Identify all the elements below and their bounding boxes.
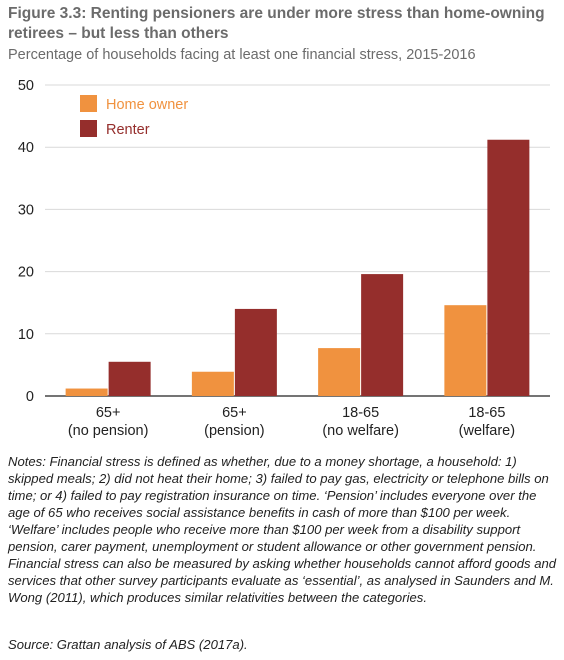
legend-swatch <box>80 120 97 137</box>
x-tick-label: 18-65 <box>468 405 505 421</box>
chart-notes: Notes: Financial stress is defined as wh… <box>8 454 557 605</box>
y-tick-label: 0 <box>26 389 34 405</box>
bar-home-owner <box>318 348 361 396</box>
x-tick-label: 65+ <box>222 405 247 421</box>
chart-source: Source: Grattan analysis of ABS (2017a). <box>8 637 248 652</box>
legend-label: Renter <box>106 122 150 138</box>
legend-label: Home owner <box>106 97 188 113</box>
x-tick-label: 18-65 <box>342 405 379 421</box>
bar-home-owner <box>65 388 108 396</box>
x-tick-label: (no welfare) <box>322 423 399 439</box>
bar-renter <box>108 361 151 396</box>
x-tick-label: (pension) <box>204 423 264 439</box>
legend-swatch <box>80 95 97 112</box>
bar-home-owner <box>191 371 234 396</box>
bar-chart: 0 10 20 30 40 50 65+ (no pension) 65+ (pension) 18… <box>18 78 550 439</box>
bar-renter <box>487 139 530 396</box>
bar-renter <box>361 274 404 396</box>
y-tick-label: 40 <box>18 140 34 156</box>
x-tick-label: (no pension) <box>68 423 149 439</box>
bar-home-owner <box>444 305 487 396</box>
y-tick-label: 50 <box>18 78 34 94</box>
x-tick-label: 65+ <box>96 405 121 421</box>
x-tick-label: (welfare) <box>459 423 515 439</box>
y-tick-label: 10 <box>18 327 34 343</box>
chart-title: Figure 3.3: Renting pensioners are under… <box>8 5 545 42</box>
y-tick-label: 30 <box>18 202 34 218</box>
y-tick-label: 20 <box>18 265 34 281</box>
bar-renter <box>234 308 277 396</box>
chart-subtitle: Percentage of households facing at least… <box>8 47 476 63</box>
